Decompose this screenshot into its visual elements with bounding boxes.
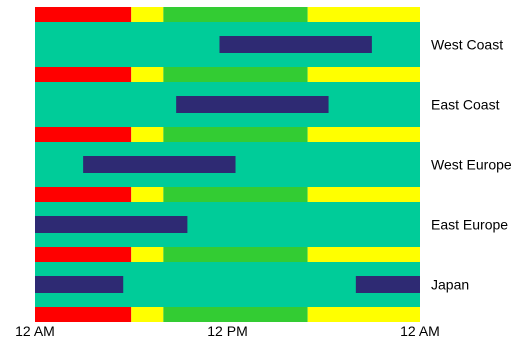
time-band-4-1 <box>131 247 164 262</box>
active-bar-3-0 <box>35 216 188 233</box>
region-label-1: East Coast <box>431 97 500 113</box>
time-band-0-2 <box>163 7 308 22</box>
time-band-5-1 <box>131 307 164 322</box>
x-tick-label-2: 12 AM <box>400 323 440 339</box>
time-band-1-3 <box>307 67 420 82</box>
time-band-5-3 <box>307 307 420 322</box>
time-band-0-1 <box>131 7 164 22</box>
region-labels-layer: West Coast East Coast West Europe East Euro… <box>431 37 512 293</box>
time-band-2-1 <box>131 127 164 142</box>
active-bar-4-1 <box>355 276 420 293</box>
active-bar-2-0 <box>83 156 236 173</box>
time-band-3-0 <box>35 187 132 202</box>
time-band-2-0 <box>35 127 132 142</box>
x-tick-label-0: 12 AM <box>15 323 55 339</box>
time-band-3-1 <box>131 187 164 202</box>
time-band-3-2 <box>163 187 308 202</box>
active-bar-0-0 <box>219 36 372 53</box>
time-band-4-2 <box>163 247 308 262</box>
time-band-1-1 <box>131 67 164 82</box>
active-bar-4-0 <box>35 276 124 293</box>
time-band-0-3 <box>307 7 420 22</box>
region-rows-layer <box>35 22 420 307</box>
time-band-4-3 <box>307 247 420 262</box>
time-band-1-2 <box>163 67 308 82</box>
time-band-2-2 <box>163 127 308 142</box>
active-bar-1-0 <box>176 96 329 113</box>
time-band-2-3 <box>307 127 420 142</box>
time-band-3-3 <box>307 187 420 202</box>
time-band-4-0 <box>35 247 132 262</box>
time-band-1-0 <box>35 67 132 82</box>
time-band-0-0 <box>35 7 132 22</box>
region-label-3: East Europe <box>431 217 508 233</box>
region-label-2: West Europe <box>431 157 512 173</box>
region-label-4: Japan <box>431 277 469 293</box>
time-band-layer <box>35 7 420 322</box>
x-axis: 12 AM 12 PM 12 AM <box>15 323 440 339</box>
time-band-5-0 <box>35 307 132 322</box>
time-band-5-2 <box>163 307 308 322</box>
region-label-0: West Coast <box>431 37 503 53</box>
x-tick-label-1: 12 PM <box>207 323 247 339</box>
